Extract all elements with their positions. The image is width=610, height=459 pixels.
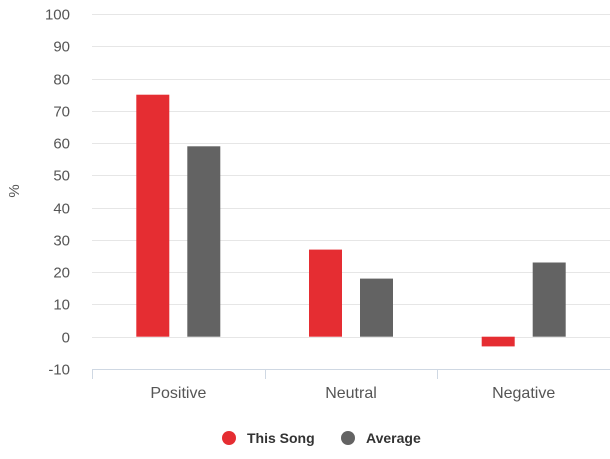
- y-tick-label: 50: [53, 168, 70, 185]
- bar[interactable]: [187, 146, 221, 337]
- y-tick-label: 20: [53, 265, 70, 282]
- legend-label: This Song: [247, 430, 315, 446]
- x-axis: Positive Neutral Negative: [92, 369, 610, 402]
- bar[interactable]: [481, 336, 515, 347]
- y-axis-label: %: [6, 184, 23, 197]
- y-tick-label: 80: [53, 72, 70, 89]
- y-tick-label: -10: [48, 362, 70, 379]
- y-tick-label: 30: [53, 233, 70, 250]
- y-tick-label: 0: [62, 330, 70, 347]
- x-tick-label: Neutral: [325, 385, 377, 402]
- legend-item[interactable]: Average: [341, 430, 421, 446]
- legend-label: Average: [366, 430, 421, 446]
- x-tick-label: Positive: [150, 385, 206, 402]
- x-tick-label: Negative: [492, 385, 555, 402]
- legend: This Song Average: [222, 430, 421, 446]
- y-tick-label: 70: [53, 104, 70, 121]
- y-tick-label: 10: [53, 297, 70, 314]
- bars: [136, 94, 566, 347]
- bar[interactable]: [309, 249, 342, 337]
- legend-marker: [222, 431, 236, 445]
- y-tick-label: 60: [53, 136, 70, 153]
- y-tick-label: 40: [53, 201, 70, 218]
- y-tick-label: 100: [45, 7, 70, 24]
- bar[interactable]: [532, 262, 566, 337]
- y-tick-label: 90: [53, 39, 70, 56]
- gridlines: [92, 14, 610, 370]
- legend-item[interactable]: This Song: [222, 430, 315, 446]
- legend-marker: [341, 431, 355, 445]
- y-axis-ticks: -10 0 10 20 30 40 50 60 70 80 90 100: [45, 7, 70, 379]
- bar[interactable]: [136, 94, 170, 337]
- bar[interactable]: [360, 278, 393, 337]
